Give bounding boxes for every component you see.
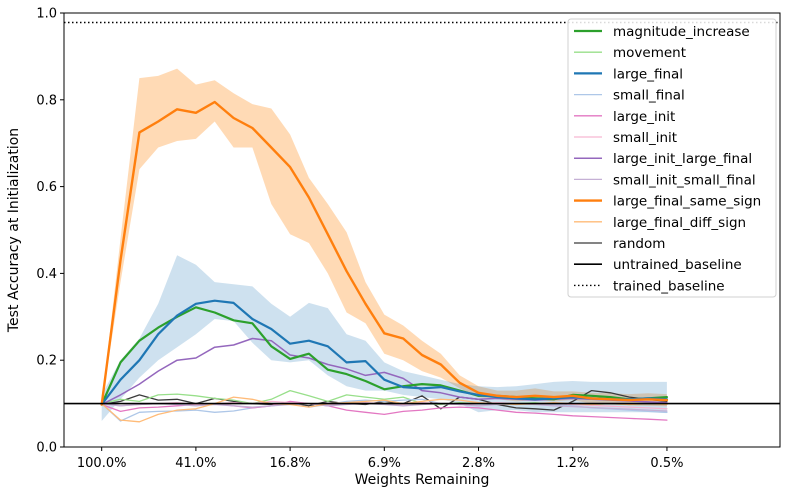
band-large-final-same-sign [101, 68, 667, 407]
y-axis-label: Test Accuracy at Initialization [6, 128, 22, 333]
legend-label-trained-baseline: trained_baseline [613, 278, 725, 294]
x-axis-label: Weights Remaining [355, 472, 490, 488]
series-line-small-init-small-final [101, 402, 668, 412]
series-line-large-final [100, 299, 669, 406]
x-tick-label: 41.0% [175, 456, 216, 471]
legend-label-large-final-diff-sign: large_final_diff_sign [613, 215, 746, 231]
y-tick-label: 0.2 [36, 354, 57, 369]
legend-label-large-init: large_init [613, 109, 675, 125]
x-tick-label: 16.8% [269, 456, 310, 471]
legend-label-magnitude-increase: magnitude_increase [613, 24, 750, 40]
y-tick-label: 0.0 [36, 441, 57, 456]
y-tick-label: 1.0 [36, 7, 57, 22]
legend-label-large-final-same-sign: large_final_same_sign [613, 194, 761, 210]
series-line-large-init-large-final [100, 337, 668, 406]
legend-box [567, 18, 777, 298]
y-tick-label: 0.8 [36, 93, 57, 108]
axes: 0.0 0.2 0.4 0.6 0.8 1.0 100.0% 41.0% 16.8% 6.9% 2.… [36, 7, 781, 471]
legend-label-small-final: small_final [613, 88, 685, 104]
legend-label-random: random [613, 236, 665, 252]
y-tick-label: 0.6 [36, 180, 57, 195]
series-line-small-final [101, 398, 668, 422]
legend: magnitude_increase movement large_finalsma… [567, 18, 777, 298]
x-tick-label: 100.0% [77, 456, 127, 471]
x-tick-label: 2.8% [462, 456, 495, 471]
band-large-final [101, 255, 667, 421]
axes-frame [63, 12, 781, 448]
x-tick-label: 6.9% [368, 456, 401, 471]
legend-label-small-init-small-final: small_init_small_final [613, 172, 756, 188]
series-line-large-final-same-sign [100, 100, 669, 406]
x-tick-label: 0.5% [650, 456, 683, 471]
legend-label-large-final: large_final [613, 66, 683, 82]
legend-label-movement: movement [613, 45, 686, 61]
legend-label-large-init-large-final: large_init_large_final [613, 151, 752, 167]
legend-label-small-init: small_init [613, 130, 677, 146]
x-tick-label: 1.2% [556, 456, 589, 471]
y-tick-label: 0.4 [36, 267, 57, 282]
legend-label-untrained-baseline: untrained_baseline [613, 257, 742, 273]
